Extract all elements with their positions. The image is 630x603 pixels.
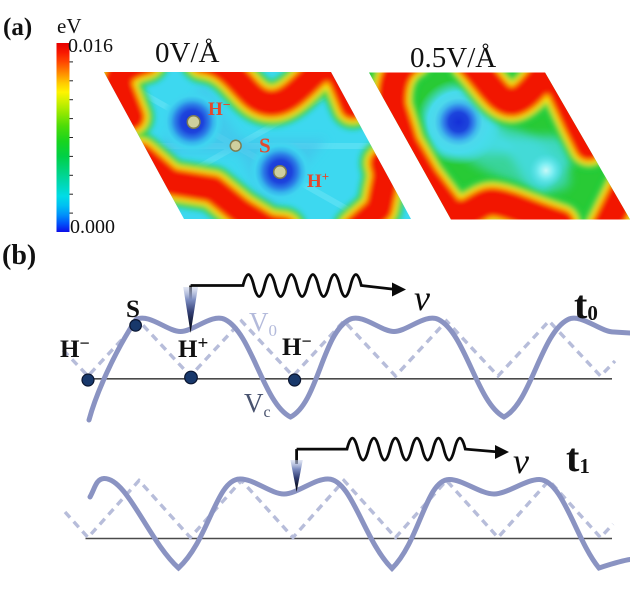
svg-text:H−: H− [60, 333, 90, 363]
svg-text:t0: t0 [574, 282, 598, 327]
svg-text:eV: eV [57, 14, 82, 38]
svg-text:v: v [414, 278, 430, 318]
svg-text:0.000: 0.000 [70, 216, 115, 238]
svg-text:Vc: Vc [244, 388, 271, 421]
svg-text:t1: t1 [566, 435, 590, 480]
svg-text:0.5V/Å: 0.5V/Å [410, 42, 496, 74]
svg-text:v: v [513, 441, 529, 481]
svg-text:S: S [126, 296, 140, 323]
svg-text:(b): (b) [2, 240, 36, 271]
svg-text:S: S [259, 134, 271, 158]
svg-text:V0: V0 [249, 307, 277, 340]
svg-text:(a): (a) [3, 14, 32, 41]
svg-text:0.016: 0.016 [68, 35, 113, 57]
svg-text:H−: H− [282, 331, 312, 361]
svg-text:0V/Å: 0V/Å [155, 37, 220, 69]
svg-text:H+: H+ [178, 333, 208, 363]
